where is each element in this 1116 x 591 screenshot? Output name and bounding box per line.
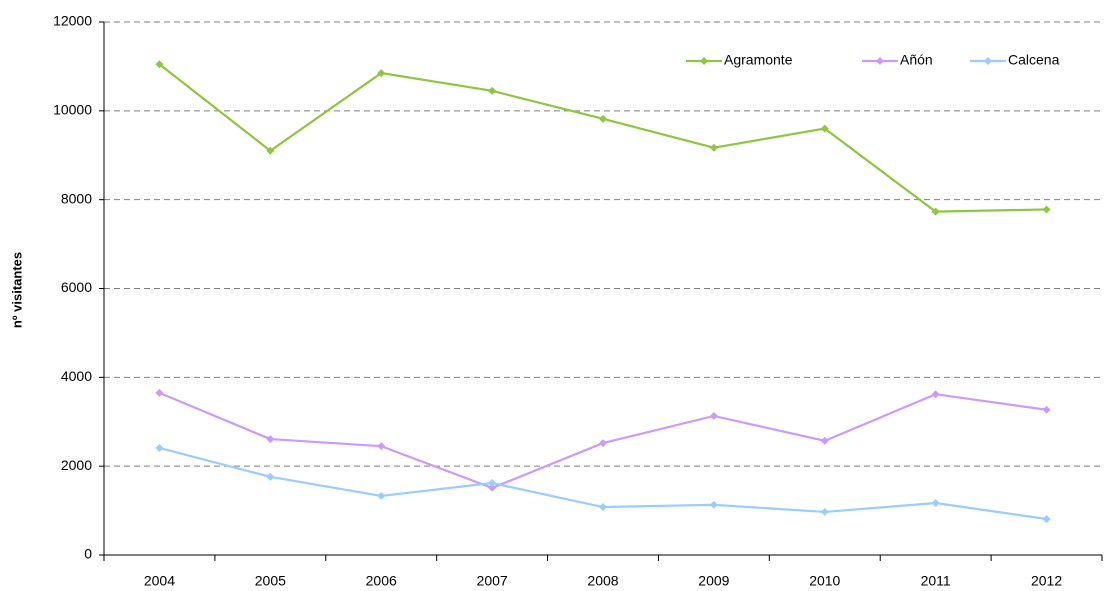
point-marker (1042, 405, 1051, 414)
point-marker (266, 146, 275, 155)
y-tick-label: 8000 (61, 190, 92, 206)
point-marker (155, 443, 164, 452)
x-tick-label: 2004 (144, 573, 175, 589)
point-marker (931, 390, 940, 399)
x-tick-label: 2008 (587, 573, 618, 589)
x-tick-label: 2012 (1031, 573, 1062, 589)
point-marker (709, 411, 718, 420)
point-marker (931, 499, 940, 508)
point-marker (599, 439, 607, 448)
point-marker (820, 507, 829, 516)
series-line (158, 63, 1047, 213)
y-axis-label: nº visitantes (9, 252, 24, 328)
x-tick-label: 2007 (477, 573, 508, 589)
point-marker (709, 500, 718, 509)
point-marker (820, 436, 829, 445)
point-marker (1042, 205, 1051, 214)
y-tick-label: 12000 (53, 13, 92, 29)
point-marker (377, 491, 386, 500)
point-marker (599, 114, 607, 123)
point-marker (599, 503, 607, 512)
y-tick-label: 6000 (61, 279, 92, 295)
x-tick-label: 2005 (255, 573, 286, 589)
point-marker (266, 472, 275, 481)
point-marker (931, 207, 940, 216)
legend-label: Añón (900, 52, 933, 68)
x-tick-label: 2011 (921, 573, 951, 589)
x-tick-label: 2010 (809, 573, 840, 589)
point-marker (377, 69, 386, 78)
point-marker (488, 86, 497, 95)
y-tick-label: 0 (84, 546, 92, 562)
x-tick-label: 2006 (366, 573, 397, 589)
legend-marker (700, 57, 708, 65)
point-marker (488, 483, 497, 492)
point-marker (709, 143, 718, 152)
point-marker (377, 442, 386, 451)
y-tick-label: 10000 (53, 102, 92, 118)
legend-marker (984, 57, 992, 65)
point-marker (266, 435, 275, 444)
point-marker (155, 388, 164, 397)
y-tick-label: 2000 (61, 457, 92, 473)
x-tick-label: 2009 (698, 573, 729, 589)
y-tick-label: 4000 (61, 368, 92, 384)
point-marker (155, 60, 164, 69)
point-marker (488, 479, 497, 488)
legend-label: Calcena (1008, 52, 1060, 68)
legend-label: Agramonte (724, 52, 793, 68)
point-marker (1042, 515, 1051, 524)
legend-marker (876, 57, 884, 65)
point-marker (820, 124, 829, 133)
